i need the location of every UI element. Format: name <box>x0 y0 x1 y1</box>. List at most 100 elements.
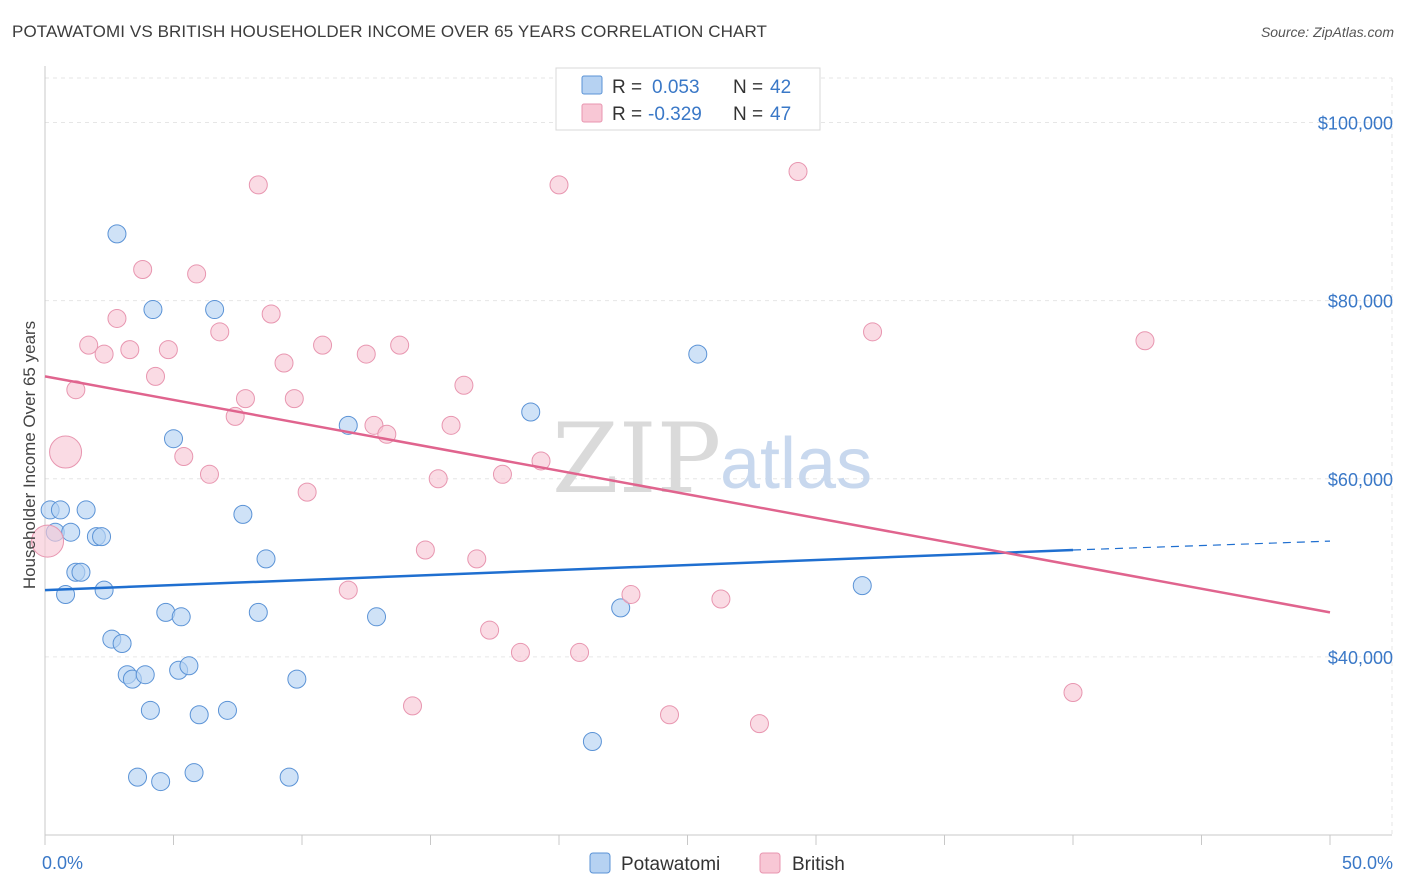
point-british-0 <box>31 524 65 558</box>
point-potawatomi-22 <box>164 429 183 449</box>
y-axis-label: Householder Income Over 65 years <box>20 321 39 589</box>
point-british-9 <box>158 340 178 360</box>
watermark-atlas: atlas <box>720 424 872 504</box>
point-british-22 <box>338 580 358 600</box>
point-potawatomi-40 <box>688 344 708 364</box>
point-potawatomi-35 <box>338 415 358 435</box>
point-british-43 <box>788 162 808 182</box>
x-tick-label-0: 0.0% <box>42 853 83 873</box>
point-british-16 <box>248 175 268 195</box>
point-british-40 <box>660 705 680 725</box>
legend-n-value-potawatomi: 42 <box>770 77 791 98</box>
series-legend: Potawatomi British <box>589 852 845 875</box>
legend-swatch-british <box>581 103 603 123</box>
trend-line-british <box>44 375 1331 614</box>
point-potawatomi-24 <box>171 607 191 627</box>
point-british-27 <box>403 696 423 716</box>
tick-labels: $40,000 $60,000 $80,000 $100,000 0.0% 50.0% <box>42 114 1393 873</box>
point-potawatomi-7 <box>76 500 96 520</box>
point-potawatomi-20 <box>151 772 171 792</box>
point-potawatomi-2 <box>50 500 70 520</box>
point-british-10 <box>174 447 194 466</box>
legend-n-value-british: 47 <box>770 104 791 125</box>
point-british-32 <box>467 549 487 569</box>
point-potawatomi-12 <box>112 634 132 654</box>
grid-lines <box>45 77 1393 835</box>
point-british-31 <box>454 375 474 395</box>
point-potawatomi-18 <box>143 300 163 320</box>
point-british-35 <box>510 642 530 662</box>
point-potawatomi-27 <box>189 705 209 725</box>
point-british-3 <box>79 335 99 355</box>
point-british-23 <box>356 344 376 364</box>
point-potawatomi-10 <box>94 580 114 600</box>
legend-n-label-british: N = <box>733 104 763 125</box>
point-potawatomi-3 <box>61 522 81 542</box>
point-british-11 <box>187 264 207 284</box>
correlation-legend: R = 0.053 N = 42 R = -0.329 N = 47 <box>555 67 821 131</box>
point-potawatomi-30 <box>233 504 253 524</box>
point-british-29 <box>428 469 448 489</box>
point-british-26 <box>390 335 410 355</box>
point-british-33 <box>480 620 500 640</box>
point-british-18 <box>274 353 294 373</box>
point-british-6 <box>120 340 140 360</box>
point-british-2 <box>66 380 86 400</box>
legend-r-label-potawatomi: R = <box>612 77 642 98</box>
point-potawatomi-36 <box>367 607 387 627</box>
point-british-30 <box>441 415 461 435</box>
series-potawatomi-points <box>40 224 872 792</box>
point-british-12 <box>199 464 219 484</box>
point-potawatomi-41 <box>852 576 872 596</box>
point-british-13 <box>210 322 230 342</box>
legend-r-value-british: -0.329 <box>648 104 702 125</box>
trend-line-potawatomi <box>44 548 1074 592</box>
point-british-46 <box>1135 331 1155 351</box>
point-potawatomi-13 <box>107 224 127 244</box>
y-tick-label-0: $40,000 <box>1328 648 1393 668</box>
point-british-5 <box>107 308 127 328</box>
point-british-1 <box>49 435 83 469</box>
trend-line-potawatomi-extension <box>1072 540 1331 551</box>
legend-n-label-potawatomi: N = <box>733 77 763 98</box>
point-potawatomi-9 <box>92 527 112 547</box>
point-british-17 <box>261 304 281 324</box>
point-british-7 <box>133 259 153 279</box>
point-british-28 <box>415 540 435 560</box>
point-british-34 <box>492 464 512 484</box>
bottom-legend-label-potawatomi: Potawatomi <box>621 854 720 875</box>
point-potawatomi-17 <box>140 700 160 720</box>
point-british-4 <box>94 344 114 364</box>
point-british-41 <box>711 589 731 609</box>
source-credit: Source: ZipAtlas.com <box>1260 24 1394 40</box>
point-potawatomi-25 <box>179 656 199 676</box>
y-tick-label-1: $60,000 <box>1328 470 1393 490</box>
bottom-legend-swatch-potawatomi <box>589 852 611 874</box>
y-tick-label-3: $100,000 <box>1318 114 1393 134</box>
bottom-legend-label-british: British <box>792 854 845 875</box>
point-british-45 <box>1063 683 1083 703</box>
trend-lines <box>44 375 1331 614</box>
series-british-points <box>31 162 1155 734</box>
point-british-15 <box>235 389 255 409</box>
legend-swatch-potawatomi <box>581 75 603 95</box>
point-potawatomi-26 <box>184 763 204 783</box>
point-british-38 <box>570 642 590 662</box>
y-tick-label-2: $80,000 <box>1328 292 1393 312</box>
point-potawatomi-34 <box>287 669 307 689</box>
legend-r-value-potawatomi: 0.053 <box>652 77 700 98</box>
point-british-39 <box>621 585 641 605</box>
point-british-21 <box>313 335 333 355</box>
point-potawatomi-28 <box>205 300 225 320</box>
point-potawatomi-39 <box>611 598 631 618</box>
point-british-44 <box>863 322 883 342</box>
point-potawatomi-33 <box>279 767 299 787</box>
point-potawatomi-6 <box>71 562 91 582</box>
legend-r-label-british: R = <box>612 104 642 125</box>
point-british-42 <box>749 714 769 734</box>
point-british-19 <box>284 389 304 409</box>
point-british-20 <box>297 482 317 502</box>
x-tick-label-1: 50.0% <box>1342 853 1393 873</box>
point-british-8 <box>146 366 166 386</box>
point-potawatomi-19 <box>128 767 148 787</box>
